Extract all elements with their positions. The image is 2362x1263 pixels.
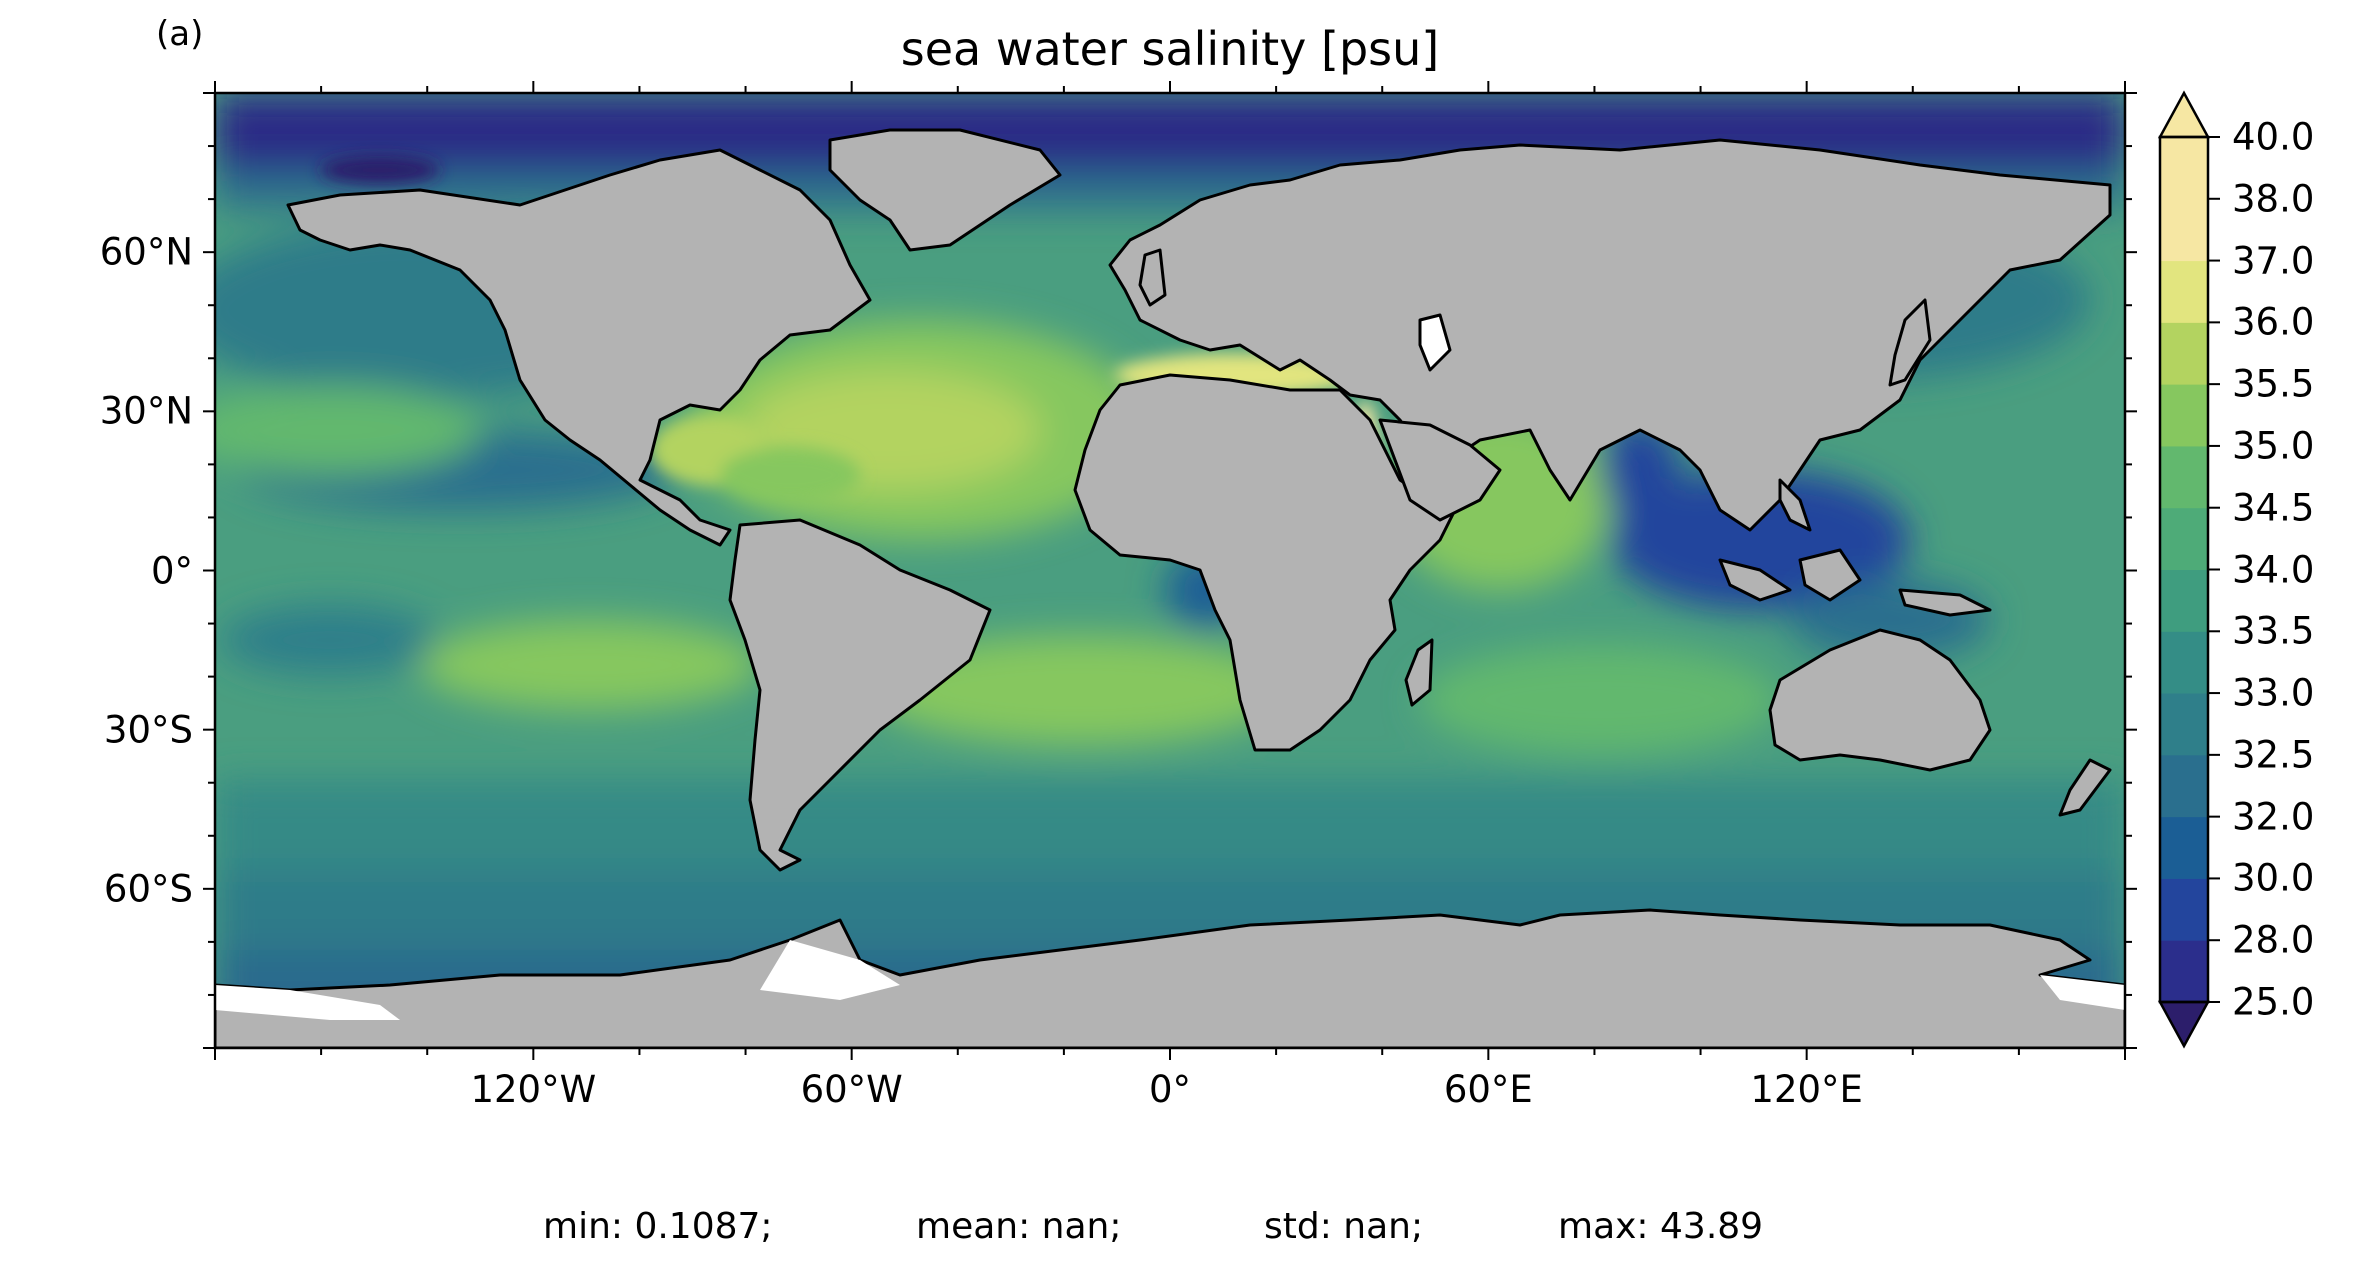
- x-tick-label: 60°W: [800, 1068, 903, 1111]
- y-tick-label: 60°N: [99, 230, 193, 274]
- colorbar-tick-label: 35.0: [2232, 424, 2315, 468]
- stat-max: max: 43.89: [1558, 1206, 1764, 1247]
- y-tick-label: 30°N: [99, 389, 193, 433]
- stat-mean: mean: nan;: [916, 1206, 1122, 1247]
- colorbar-tick-label: 34.5: [2232, 486, 2315, 530]
- colorbar-bin: [2160, 816, 2208, 879]
- colorbar-bin: [2160, 940, 2208, 1003]
- colorbar-tick-label: 30.0: [2232, 856, 2315, 900]
- colorbar-bin: [2160, 569, 2208, 632]
- colorbar-bin: [2160, 384, 2208, 447]
- colorbar-tick-label: 40.0: [2232, 115, 2315, 159]
- land-masses: [215, 128, 2125, 1048]
- x-tick-label: 0°: [1148, 1068, 1192, 1111]
- colorbar-extend-min: [2157, 1000, 2211, 1049]
- y-tick-label: 30°S: [103, 708, 193, 752]
- colorbar-tick-label: 37.0: [2232, 239, 2315, 283]
- colorbar-bin: [2160, 631, 2208, 694]
- colorbar-bin: [2160, 198, 2208, 262]
- colorbar-bin: [2160, 878, 2208, 941]
- colorbar-bin: [2160, 693, 2208, 756]
- colorbar-bin: [2160, 445, 2208, 509]
- colorbar-tick-label: 33.5: [2232, 609, 2315, 653]
- panel-label: (a): [156, 14, 204, 54]
- salinity-field: [215, 93, 2125, 1048]
- y-tick-label: 0°: [150, 549, 193, 592]
- x-tick-label: 120°E: [1750, 1068, 1863, 1111]
- colorbar-bin: [2160, 260, 2208, 323]
- colorbar-tick-label: 25.0: [2232, 980, 2315, 1024]
- colorbar-tick-label: 33.0: [2232, 671, 2315, 715]
- x-tick-label: 120°W: [470, 1068, 597, 1111]
- y-tick-label: 60°S: [103, 867, 193, 911]
- colorbar-tick-label: 34.0: [2232, 548, 2315, 591]
- stat-min: min: 0.1087;: [543, 1206, 773, 1247]
- colorbar-tick-label: 32.5: [2232, 733, 2315, 777]
- x-ticks: [214, 81, 2126, 1060]
- ice-shelves: [215, 940, 2125, 1020]
- x-tick-label: 60°E: [1443, 1068, 1533, 1111]
- colorbar-tick-label: 35.5: [2232, 362, 2315, 406]
- colorbar-tick-label: 38.0: [2232, 177, 2315, 221]
- colorbar-extend-max: [2157, 90, 2211, 139]
- colorbar-bin: [2160, 507, 2208, 570]
- colorbar-tick-label: 36.0: [2232, 300, 2315, 344]
- colorbar-tick-label: 28.0: [2232, 918, 2315, 962]
- stat-std: std: nan;: [1264, 1206, 1424, 1247]
- colorbar: [2157, 90, 2220, 1049]
- colorbar-bin: [2160, 137, 2208, 200]
- colorbar-bin: [2160, 322, 2208, 385]
- colorbar-bin: [2160, 754, 2208, 818]
- y-ticks: [203, 92, 2137, 1049]
- colorbar-tick-label: 32.0: [2232, 795, 2315, 839]
- map-title: sea water salinity [psu]: [900, 22, 1440, 76]
